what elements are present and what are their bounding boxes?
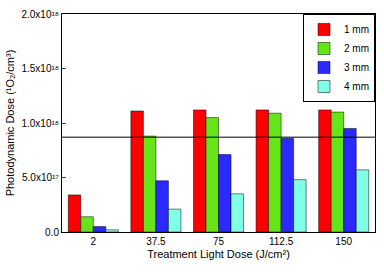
svg-text:1.5x10¹⁸: 1.5x10¹⁸ xyxy=(21,63,59,74)
svg-text:Photodynamic Dose (¹O₂/cm³): Photodynamic Dose (¹O₂/cm³) xyxy=(4,50,16,197)
svg-text:1 mm: 1 mm xyxy=(344,24,369,35)
svg-text:2: 2 xyxy=(91,236,97,247)
svg-text:112.5: 112.5 xyxy=(269,236,294,247)
svg-text:0.0: 0.0 xyxy=(45,227,59,238)
svg-text:2.0x10¹⁸: 2.0x10¹⁸ xyxy=(21,9,59,20)
svg-text:Treatment Light Dose (J/cm²): Treatment Light Dose (J/cm²) xyxy=(147,248,290,260)
svg-text:150: 150 xyxy=(335,236,352,247)
svg-text:37.5: 37.5 xyxy=(146,236,166,247)
svg-text:1.0x10¹⁸: 1.0x10¹⁸ xyxy=(21,118,59,129)
svg-text:2 mm: 2 mm xyxy=(344,43,369,54)
svg-text:3 mm: 3 mm xyxy=(344,62,369,73)
svg-text:75: 75 xyxy=(213,236,225,247)
svg-text:4 mm: 4 mm xyxy=(344,81,369,92)
svg-text:5.0x10¹⁷: 5.0x10¹⁷ xyxy=(22,172,59,183)
